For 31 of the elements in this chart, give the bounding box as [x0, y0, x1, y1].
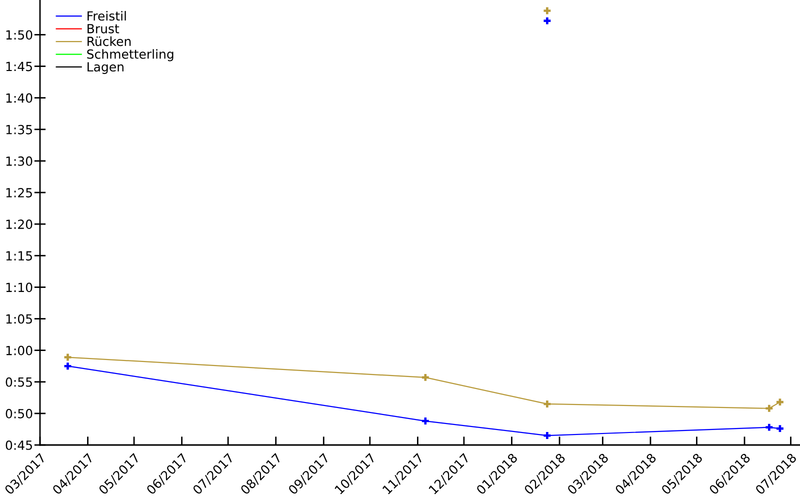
- legend-label: Schmetterling: [87, 49, 174, 62]
- point: [776, 398, 784, 406]
- point: [544, 432, 551, 440]
- y-tick-label: 1:30: [6, 156, 32, 166]
- point: [64, 362, 72, 370]
- point: [544, 400, 551, 408]
- y-tick-label: 1:40: [6, 93, 32, 103]
- legend-label: Rücken: [88, 36, 131, 46]
- y-tick-label: 0:50: [6, 408, 32, 418]
- y-tick-label: 0:55: [6, 377, 32, 387]
- point: [776, 425, 784, 432]
- point: [766, 404, 773, 412]
- legend-label: Lagen: [88, 62, 124, 74]
- y-tick-label: 1:20: [6, 220, 32, 230]
- point: [422, 418, 429, 424]
- y-tick-label: 1:25: [6, 188, 32, 198]
- point: [422, 374, 429, 381]
- y-tick-label: 1:05: [6, 314, 32, 324]
- y-tick-label: 1:00: [6, 346, 32, 356]
- legend-label: Freistil: [88, 10, 126, 21]
- y-tick-label: 1:50: [6, 30, 32, 40]
- y-tick-label: 1:10: [6, 282, 32, 292]
- point: [64, 354, 72, 361]
- y-tick-label: 1:15: [6, 251, 32, 261]
- y-tick-label: 1:35: [6, 124, 32, 134]
- point: [544, 7, 551, 14]
- y-tick-label: 1:45: [6, 62, 32, 72]
- point: [766, 424, 773, 431]
- y-tick-label: 0:45: [6, 440, 32, 450]
- point: [544, 17, 551, 24]
- legend-label: Brust: [88, 24, 120, 34]
